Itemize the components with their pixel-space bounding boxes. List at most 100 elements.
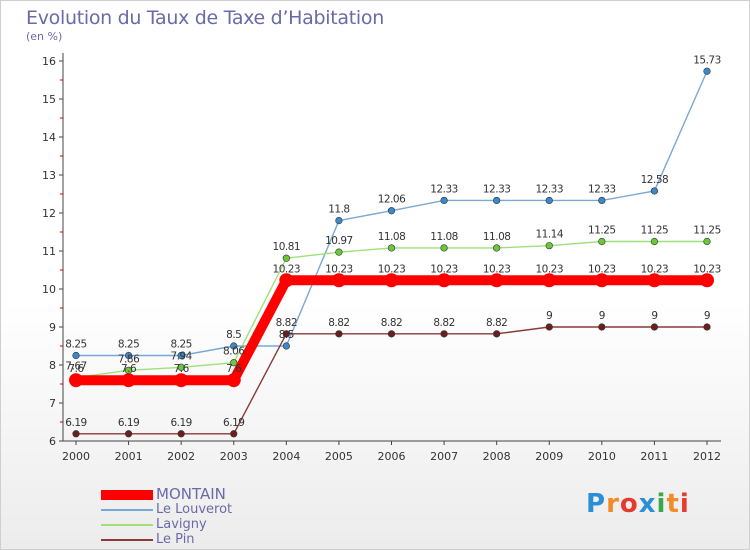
data-label-lavigny: 8.06 — [223, 346, 245, 358]
y-tick-label: 13 — [42, 169, 56, 182]
data-point-le-louverot — [335, 217, 343, 225]
data-point-le-pin — [545, 323, 553, 331]
y-tick-label: 7 — [49, 397, 56, 410]
data-label-le-pin: 9 — [599, 310, 605, 322]
data-point-montain — [331, 273, 346, 288]
y-tick-label: 14 — [42, 131, 56, 144]
legend-label-lavigny: Lavigny — [156, 517, 207, 532]
data-point-montain — [174, 373, 189, 388]
y-tick-label: 10 — [42, 283, 56, 296]
data-label-lavigny: 11.08 — [378, 231, 406, 243]
data-point-le-pin — [282, 330, 290, 338]
legend-item-le-pin: Le Pin — [101, 532, 321, 547]
data-point-lavigny — [545, 242, 553, 250]
data-label-montain: 10.23 — [483, 263, 511, 275]
data-label-lavigny: 11.25 — [588, 225, 616, 237]
data-point-lavigny — [177, 363, 185, 371]
data-label-le-pin: 6.19 — [118, 417, 139, 429]
y-tick-label: 9 — [49, 321, 56, 334]
data-point-le-pin — [703, 323, 711, 331]
legend-label-montain: MONTAIN — [156, 485, 226, 503]
data-label-montain: 7.6 — [68, 363, 84, 375]
y-tick-label: 12 — [42, 207, 56, 220]
data-label-le-louverot: 12.33 — [430, 183, 458, 195]
data-label-le-louverot: 8.25 — [170, 339, 191, 351]
data-point-lavigny — [650, 237, 659, 246]
data-point-le-pin — [230, 430, 238, 438]
data-label-le-louverot: 8.5 — [226, 329, 241, 341]
data-point-le-pin — [177, 430, 185, 438]
legend-item-montain: MONTAIN — [101, 487, 321, 502]
x-tick-label: 2005 — [325, 450, 353, 463]
legend-item-le-louverot: Le Louverot — [101, 502, 321, 517]
data-label-le-pin: 9 — [704, 310, 710, 322]
data-point-le-louverot — [177, 351, 185, 360]
data-point-le-pin — [72, 430, 80, 438]
data-label-lavigny: 11.14 — [535, 229, 563, 241]
data-point-le-louverot — [440, 196, 448, 205]
data-point-montain — [437, 273, 452, 288]
data-point-le-louverot — [72, 351, 80, 360]
data-label-le-pin: 9 — [651, 310, 657, 322]
data-label-le-louverot: 12.58 — [641, 174, 669, 186]
data-point-le-pin — [493, 330, 501, 338]
data-point-montain — [384, 273, 399, 288]
legend-swatch-lavigny — [101, 524, 153, 526]
legend-swatch-le-pin — [101, 539, 153, 541]
x-tick-label: 2003 — [220, 450, 248, 463]
data-label-le-louverot: 8.25 — [118, 339, 139, 351]
data-point-lavigny — [598, 237, 606, 246]
data-label-le-pin: 8.82 — [433, 317, 454, 329]
data-label-montain: 10.23 — [641, 263, 669, 275]
data-label-le-louverot: 15.73 — [693, 54, 721, 66]
legend-label-le-pin: Le Pin — [156, 532, 195, 547]
data-point-montain — [279, 273, 294, 288]
chart-legend: MONTAIN Le Louverot Lavigny Le Pin — [101, 487, 321, 547]
legend-swatch-montain — [101, 490, 153, 500]
data-point-lavigny — [703, 237, 711, 246]
x-tick-label: 2001 — [115, 450, 143, 463]
data-label-lavigny: 10.97 — [325, 235, 353, 247]
data-point-lavigny — [440, 244, 448, 252]
x-tick-label: 2008 — [483, 450, 511, 463]
data-label-montain: 7.6 — [121, 363, 137, 375]
data-point-le-louverot — [598, 196, 606, 205]
data-point-le-pin — [598, 323, 606, 331]
data-label-le-louverot: 8.25 — [65, 339, 86, 351]
data-point-le-pin — [124, 430, 133, 438]
data-point-le-louverot — [545, 196, 553, 205]
data-label-le-pin: 6.19 — [65, 417, 86, 429]
data-label-le-pin: 8.82 — [381, 317, 402, 329]
data-point-le-pin — [650, 323, 659, 331]
data-label-lavigny: 11.08 — [430, 231, 458, 243]
data-label-lavigny: 11.25 — [693, 225, 721, 237]
x-tick-label: 2009 — [535, 450, 563, 463]
data-label-le-louverot: 12.06 — [378, 194, 406, 206]
y-tick-label: 6 — [49, 435, 56, 448]
data-label-le-louverot: 12.33 — [483, 183, 511, 195]
x-tick-label: 2012 — [693, 450, 721, 463]
data-point-le-louverot — [124, 351, 133, 360]
data-point-lavigny — [493, 244, 501, 252]
data-label-le-pin: 6.19 — [170, 417, 191, 429]
data-label-montain: 10.23 — [378, 263, 406, 275]
chart-subtitle: (en %) — [26, 30, 63, 43]
data-label-le-louverot: 12.33 — [588, 183, 616, 195]
data-label-le-pin: 8.82 — [486, 317, 507, 329]
data-label-montain: 7.6 — [174, 363, 190, 375]
data-label-le-pin: 6.19 — [223, 417, 244, 429]
x-tick-label: 2002 — [167, 450, 195, 463]
data-label-montain: 10.23 — [325, 263, 353, 275]
data-label-le-pin: 8.82 — [276, 317, 297, 329]
data-point-montain — [489, 273, 504, 288]
data-label-montain: 10.23 — [430, 263, 458, 275]
data-label-montain: 10.23 — [588, 263, 616, 275]
data-label-le-louverot: 8.5 — [279, 329, 294, 341]
x-tick-label: 2011 — [640, 450, 668, 463]
data-point-le-pin — [440, 330, 448, 338]
series-line-montain — [76, 275, 707, 386]
data-point-montain — [226, 373, 241, 388]
data-label-lavigny: 7.67 — [65, 361, 86, 373]
data-label-le-pin: 8.82 — [328, 317, 349, 329]
